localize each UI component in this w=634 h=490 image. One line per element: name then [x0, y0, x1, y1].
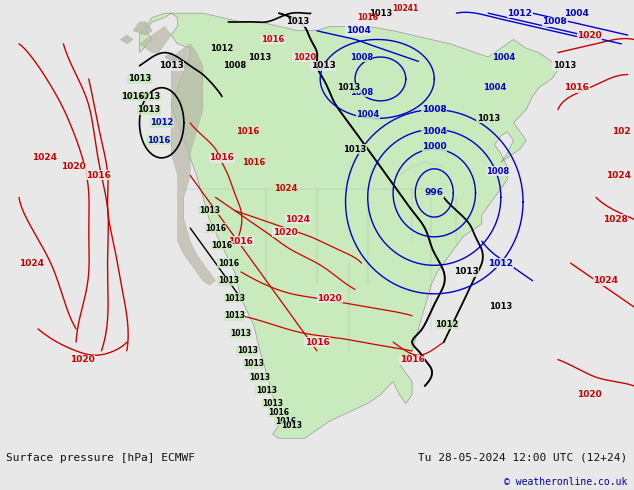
- Text: 1012: 1012: [436, 320, 458, 329]
- Text: 1016: 1016: [217, 259, 239, 268]
- Text: 1013: 1013: [243, 360, 264, 368]
- Text: 1016: 1016: [268, 408, 290, 416]
- Text: 1020: 1020: [317, 294, 342, 303]
- Text: 1016: 1016: [357, 13, 378, 22]
- Text: 1016: 1016: [304, 338, 330, 346]
- Text: 1020: 1020: [577, 390, 602, 399]
- Text: 1013: 1013: [256, 386, 277, 395]
- Text: 1012: 1012: [150, 118, 173, 127]
- Text: 1020: 1020: [293, 52, 316, 62]
- Text: 1013: 1013: [224, 311, 245, 320]
- Text: 1016: 1016: [205, 223, 226, 233]
- Text: 1028: 1028: [602, 215, 628, 224]
- Text: 1016: 1016: [147, 136, 170, 145]
- Text: 1013: 1013: [158, 61, 184, 70]
- Text: 1013: 1013: [138, 92, 160, 101]
- Text: Tu 28-05-2024 12:00 UTC (12+24): Tu 28-05-2024 12:00 UTC (12+24): [418, 453, 628, 463]
- Text: 1016: 1016: [122, 92, 145, 101]
- Text: 1024: 1024: [605, 171, 631, 180]
- Text: 1004: 1004: [564, 9, 590, 18]
- Text: 1004: 1004: [346, 26, 371, 35]
- Text: 1013: 1013: [337, 83, 360, 92]
- Text: 1013: 1013: [262, 399, 283, 408]
- Text: 1013: 1013: [128, 74, 151, 83]
- Text: 1013: 1013: [230, 329, 252, 338]
- Text: 1013: 1013: [138, 105, 160, 114]
- Text: 1012: 1012: [488, 259, 514, 268]
- Text: 1008: 1008: [223, 61, 246, 70]
- Text: 1013: 1013: [281, 421, 302, 430]
- Polygon shape: [120, 35, 133, 44]
- Text: 1013: 1013: [311, 61, 336, 70]
- Text: 1004: 1004: [422, 127, 447, 136]
- Text: 1024: 1024: [19, 259, 44, 268]
- Text: 1020: 1020: [70, 355, 95, 364]
- Text: 1013: 1013: [344, 145, 366, 153]
- Text: 996: 996: [425, 189, 444, 197]
- Text: 1020: 1020: [273, 228, 298, 237]
- Text: 1004: 1004: [493, 52, 515, 62]
- Polygon shape: [139, 26, 171, 52]
- Text: 1013: 1013: [553, 61, 576, 70]
- Text: 1013: 1013: [477, 114, 500, 123]
- Text: © weatheronline.co.uk: © weatheronline.co.uk: [504, 477, 628, 488]
- Text: 1016: 1016: [261, 35, 284, 44]
- Text: 10241: 10241: [392, 4, 419, 13]
- Polygon shape: [165, 52, 178, 61]
- Text: 1008: 1008: [422, 105, 447, 114]
- Text: 1004: 1004: [356, 110, 379, 119]
- Text: 1008: 1008: [350, 52, 373, 62]
- Text: 1012: 1012: [210, 44, 233, 53]
- Text: 1013: 1013: [489, 302, 512, 312]
- Text: 1016: 1016: [564, 83, 590, 92]
- Text: 1013: 1013: [453, 268, 479, 276]
- Text: 1008: 1008: [350, 88, 373, 97]
- Text: 1016: 1016: [236, 127, 259, 136]
- Text: 1013: 1013: [249, 52, 271, 62]
- Text: 1013: 1013: [198, 206, 220, 215]
- Text: 1004: 1004: [483, 83, 506, 92]
- Text: 1013: 1013: [236, 346, 258, 355]
- Text: 102: 102: [612, 127, 631, 136]
- Text: 1008: 1008: [542, 18, 567, 26]
- Text: 1012: 1012: [507, 9, 533, 18]
- Polygon shape: [171, 44, 216, 285]
- Text: 1016: 1016: [86, 171, 111, 180]
- Text: 1000: 1000: [422, 143, 446, 151]
- Text: 1024: 1024: [285, 215, 311, 224]
- Text: 1016: 1016: [242, 158, 265, 167]
- Text: 1020: 1020: [60, 162, 86, 171]
- Text: 1024: 1024: [274, 184, 297, 193]
- Text: 1013: 1013: [217, 276, 239, 285]
- Text: 1016: 1016: [211, 241, 233, 250]
- Text: 1013: 1013: [249, 373, 271, 382]
- Text: 1013: 1013: [224, 294, 245, 303]
- Text: 1016: 1016: [228, 237, 254, 245]
- Text: 1013: 1013: [287, 18, 309, 26]
- Text: 1008: 1008: [486, 167, 509, 175]
- Text: 1016: 1016: [275, 416, 296, 425]
- Text: 1024: 1024: [593, 276, 618, 285]
- Text: 1016: 1016: [209, 153, 235, 162]
- Text: Surface pressure [hPa] ECMWF: Surface pressure [hPa] ECMWF: [6, 453, 195, 463]
- Text: 1020: 1020: [577, 30, 602, 40]
- Text: 1016: 1016: [399, 355, 425, 364]
- Polygon shape: [139, 13, 558, 439]
- Text: 1024: 1024: [32, 153, 57, 162]
- Polygon shape: [133, 22, 152, 35]
- Text: 1013: 1013: [369, 9, 392, 18]
